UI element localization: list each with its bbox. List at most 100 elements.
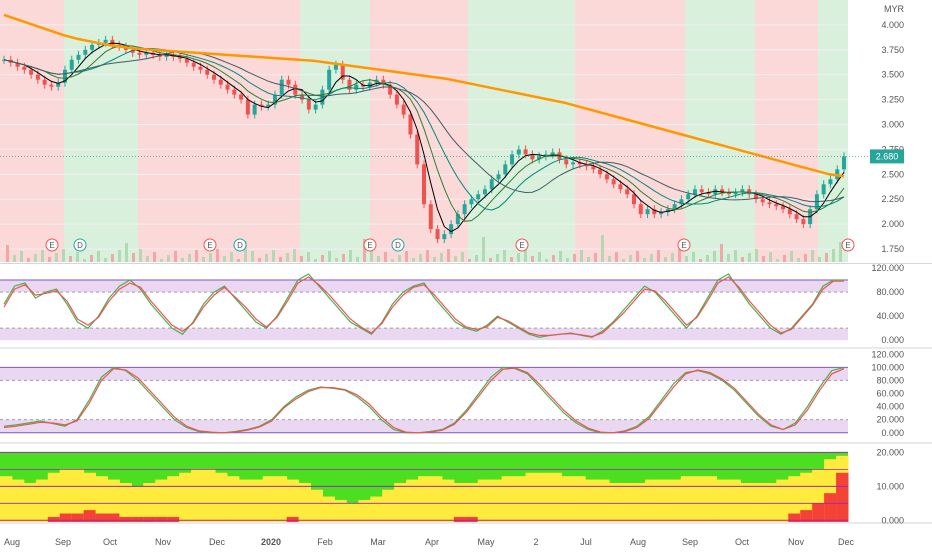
earnings-marker[interactable] [515, 238, 529, 252]
candle-body [476, 194, 481, 200]
osc3-red-column [59, 513, 73, 522]
earnings-marker[interactable] [45, 238, 59, 252]
volume-bar [349, 250, 352, 262]
osc3-red-column [95, 513, 108, 522]
candle-body [164, 54, 169, 57]
volume-bar [300, 256, 303, 262]
dividend-marker[interactable] [73, 238, 87, 252]
candle-body [584, 164, 589, 167]
volume-bar [6, 245, 9, 262]
candle-body [638, 204, 643, 215]
candle-body [42, 79, 47, 85]
earnings-marker[interactable] [677, 238, 691, 252]
osc1-tick-label: 40.000 [876, 311, 904, 321]
candle-body [313, 104, 318, 110]
candle-body [733, 192, 738, 195]
dividend-marker[interactable] [391, 238, 405, 252]
osc3-red-column [812, 503, 825, 522]
volume-bar [650, 254, 653, 262]
candle-body [56, 82, 61, 87]
currency-label: MYR [884, 4, 905, 14]
osc3-yellow-column [11, 479, 25, 522]
osc3-yellow-column [47, 472, 61, 522]
osc3-yellow-column [358, 499, 371, 522]
x-tick-label: Dec [209, 537, 226, 547]
osc3-red-column [800, 510, 813, 522]
osc3-yellow-column [788, 476, 801, 522]
osc3-yellow-column [633, 482, 646, 522]
regime-band-10 [818, 0, 848, 262]
candle-body [672, 204, 677, 210]
candle-body [408, 114, 413, 135]
candle-body [300, 94, 305, 100]
osc2-tick-label: 40.000 [876, 402, 904, 412]
candle-body [510, 154, 515, 165]
candle-body [842, 156, 846, 170]
candle-body [618, 184, 623, 190]
marker-label: D [237, 241, 243, 250]
osc3-yellow-column [250, 479, 264, 522]
osc1-band-fill [0, 328, 848, 341]
candle-body [550, 152, 555, 155]
candle-body [327, 69, 332, 90]
candle-body [225, 84, 230, 90]
volume-bar [258, 258, 261, 262]
volume-bar [573, 254, 576, 262]
marker-label: E [681, 241, 686, 250]
volume-bar [741, 257, 744, 262]
earnings-marker[interactable] [203, 238, 217, 252]
osc3-yellow-column [119, 482, 132, 522]
osc3-yellow-column [728, 479, 742, 522]
candle-body [435, 229, 440, 240]
candle-body [69, 59, 74, 70]
osc3-yellow-column [310, 489, 323, 522]
osc3-yellow-column [668, 479, 682, 522]
volume-bar [111, 254, 114, 262]
dividend-marker[interactable] [233, 238, 247, 252]
volume-bar [629, 255, 632, 262]
volume-bar [188, 254, 191, 262]
candle-body [239, 94, 244, 100]
osc3-yellow-column [740, 482, 753, 522]
osc3-yellow-column [585, 479, 598, 522]
osc3-yellow-column [370, 496, 383, 522]
candle-body [144, 52, 149, 55]
x-tick-label: May [477, 537, 495, 547]
candle-body [503, 164, 508, 175]
osc3-yellow-column [477, 479, 491, 522]
candle-body [367, 82, 372, 87]
volume-bar [776, 259, 779, 262]
volume-bar [370, 249, 373, 262]
osc3-tick-label: 20.000 [876, 447, 904, 457]
volume-bar [678, 249, 681, 262]
osc3-yellow-column [131, 486, 144, 522]
volume-bar [118, 250, 121, 262]
candle-body [530, 154, 535, 160]
candle-body [801, 219, 806, 225]
earnings-marker[interactable] [841, 238, 855, 252]
volume-bar [538, 252, 541, 262]
osc1-tick-label: 120.000 [871, 263, 904, 273]
volume-bar [482, 237, 485, 262]
volume-bar [27, 258, 30, 262]
x-tick-label: Nov [788, 537, 805, 547]
osc3-yellow-column [167, 476, 180, 522]
volume-bar [237, 259, 240, 262]
volume-bar [328, 251, 331, 262]
candle-body [15, 62, 20, 67]
volume-bar [153, 252, 156, 262]
volume-bar [97, 251, 100, 262]
candle-body [516, 149, 521, 155]
osc3-yellow-column [489, 479, 503, 522]
osc3-yellow-column [382, 489, 395, 522]
candle-body [767, 202, 772, 205]
marker-label: D [77, 241, 83, 250]
osc3-yellow-column [513, 476, 527, 522]
candle-body [747, 189, 752, 195]
volume-bar [839, 242, 842, 262]
volume-bar [48, 257, 51, 262]
earnings-marker[interactable] [363, 238, 377, 252]
volume-bar [125, 243, 128, 262]
candle-body [753, 194, 758, 200]
